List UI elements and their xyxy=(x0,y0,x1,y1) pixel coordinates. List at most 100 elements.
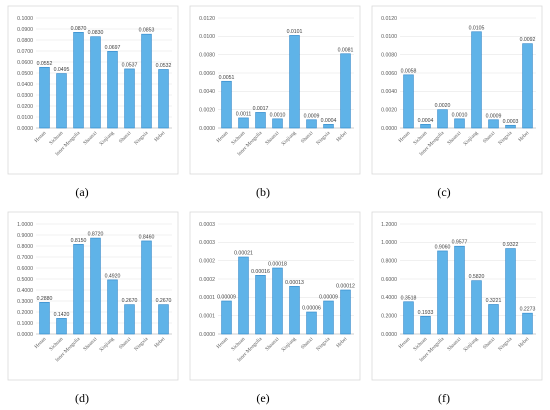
bar xyxy=(306,119,317,129)
y-tick-label: 0.0000 xyxy=(17,332,33,338)
bar xyxy=(323,124,334,129)
data-label: 0.9322 xyxy=(503,242,519,248)
data-label: 0.0010 xyxy=(452,112,468,118)
bar xyxy=(488,119,499,129)
y-tick-label: 0.0120 xyxy=(199,16,215,22)
bar xyxy=(238,117,249,129)
y-tick-label: 0.0020 xyxy=(199,107,215,113)
bar xyxy=(289,286,300,335)
panel-label: (d) xyxy=(75,391,89,405)
y-tick-label: 0.0100 xyxy=(199,34,215,40)
data-label: 0.00009 xyxy=(217,295,236,301)
data-label: 0.5820 xyxy=(469,274,485,280)
bar xyxy=(272,118,283,129)
data-label: 0.0004 xyxy=(321,118,337,124)
y-tick-label: 0.0000 xyxy=(17,126,33,132)
y-tick-label: 0.0003 xyxy=(199,222,215,228)
data-label: 0.2273 xyxy=(520,307,536,313)
bar xyxy=(454,245,465,335)
bar xyxy=(471,31,482,129)
bar xyxy=(255,112,266,129)
bar xyxy=(420,315,431,335)
data-label: 0.0051 xyxy=(219,75,235,81)
panel-label: (b) xyxy=(256,185,270,199)
y-tick-label: 0.0120 xyxy=(381,16,397,22)
y-tick-label: 0.6000 xyxy=(17,266,33,272)
data-label: 0.0105 xyxy=(469,25,485,31)
chart-panel-5: 0.0000 0.0001 0.0001 0.0002 0.0002 0.0003 0.00… xyxy=(189,211,361,381)
bar xyxy=(289,35,300,129)
y-tick-label: 0.0060 xyxy=(199,71,215,77)
bar xyxy=(272,267,283,335)
data-label: 0.0003 xyxy=(503,119,519,125)
bar xyxy=(141,33,152,129)
y-tick-label: 0.0080 xyxy=(199,52,215,58)
data-label: 0.0020 xyxy=(435,103,451,109)
bar xyxy=(522,43,533,129)
data-label: 0.0830 xyxy=(88,30,104,36)
bar xyxy=(420,124,431,129)
data-label: 0.2880 xyxy=(37,296,53,302)
y-tick-label: 0.0900 xyxy=(17,27,33,33)
data-label: 0.0537 xyxy=(122,62,138,68)
y-tick-label: 1.0000 xyxy=(17,222,33,228)
y-tick-label: 0.0100 xyxy=(381,34,397,40)
bar xyxy=(403,74,414,129)
panel-label: (f) xyxy=(438,391,450,405)
y-tick-label: 0.7000 xyxy=(17,255,33,261)
data-label: 0.0552 xyxy=(37,61,53,67)
data-label: 0.1420 xyxy=(54,312,70,318)
panel-frame xyxy=(189,5,361,175)
chart-panel-1: 0.0000 0.0100 0.0200 0.0300 0.0400 0.0500 0.06… xyxy=(7,5,179,175)
y-tick-label: 0.8000 xyxy=(381,258,397,264)
y-tick-label: 0.0700 xyxy=(17,49,33,55)
bar xyxy=(505,248,516,335)
data-label: 0.0495 xyxy=(54,67,70,73)
bar xyxy=(437,109,448,129)
data-label: 0.0009 xyxy=(486,113,502,119)
bar xyxy=(158,304,169,335)
y-tick-label: 0.0000 xyxy=(381,126,397,132)
data-label: 0.00016 xyxy=(251,269,270,275)
y-tick-label: 1.2000 xyxy=(381,222,397,228)
y-tick-label: 0.0080 xyxy=(381,52,397,58)
bar xyxy=(221,80,232,129)
data-label: 0.00006 xyxy=(302,306,321,312)
bar xyxy=(221,300,232,335)
y-tick-label: 0.1000 xyxy=(17,16,33,22)
data-label: 0.0081 xyxy=(338,47,354,53)
data-label: 0.8150 xyxy=(71,238,87,244)
y-tick-label: 0.0100 xyxy=(17,115,33,121)
bar xyxy=(39,66,50,129)
y-tick-label: 0.5000 xyxy=(17,277,33,283)
data-label: 0.0017 xyxy=(253,106,269,112)
y-tick-label: 0.0400 xyxy=(17,82,33,88)
bar xyxy=(255,275,266,335)
data-label: 0.1933 xyxy=(418,310,434,316)
y-tick-label: 0.8000 xyxy=(17,244,33,250)
y-tick-label: 0.6000 xyxy=(381,277,397,283)
chart-panel-6: 0.0000 0.2000 0.4000 0.6000 0.8000 1.0000 1.20… xyxy=(371,211,543,381)
bar xyxy=(505,124,516,129)
chart-panel-4: 0.0000 0.1000 0.2000 0.3000 0.4000 0.5000 0.60… xyxy=(7,211,179,381)
bar xyxy=(107,51,118,129)
bar xyxy=(522,312,533,335)
y-tick-label: 0.0002 xyxy=(199,277,215,283)
y-tick-label: 0.0800 xyxy=(17,38,33,44)
y-tick-label: 0.0040 xyxy=(381,89,397,95)
bar xyxy=(437,250,448,335)
y-tick-label: 0.0001 xyxy=(199,295,215,301)
y-tick-label: 0.0060 xyxy=(381,71,397,77)
y-tick-label: 0.0500 xyxy=(17,71,33,77)
data-label: 0.0058 xyxy=(401,68,417,74)
y-tick-label: 0.0300 xyxy=(17,93,33,99)
bar xyxy=(56,73,67,129)
data-label: 0.3221 xyxy=(486,298,502,304)
bar xyxy=(340,289,351,335)
data-label: 0.0011 xyxy=(236,111,252,117)
data-label: 0.00009 xyxy=(319,295,338,301)
bar xyxy=(403,301,414,335)
panel-label: (a) xyxy=(75,185,88,199)
panel-frame xyxy=(371,5,543,175)
